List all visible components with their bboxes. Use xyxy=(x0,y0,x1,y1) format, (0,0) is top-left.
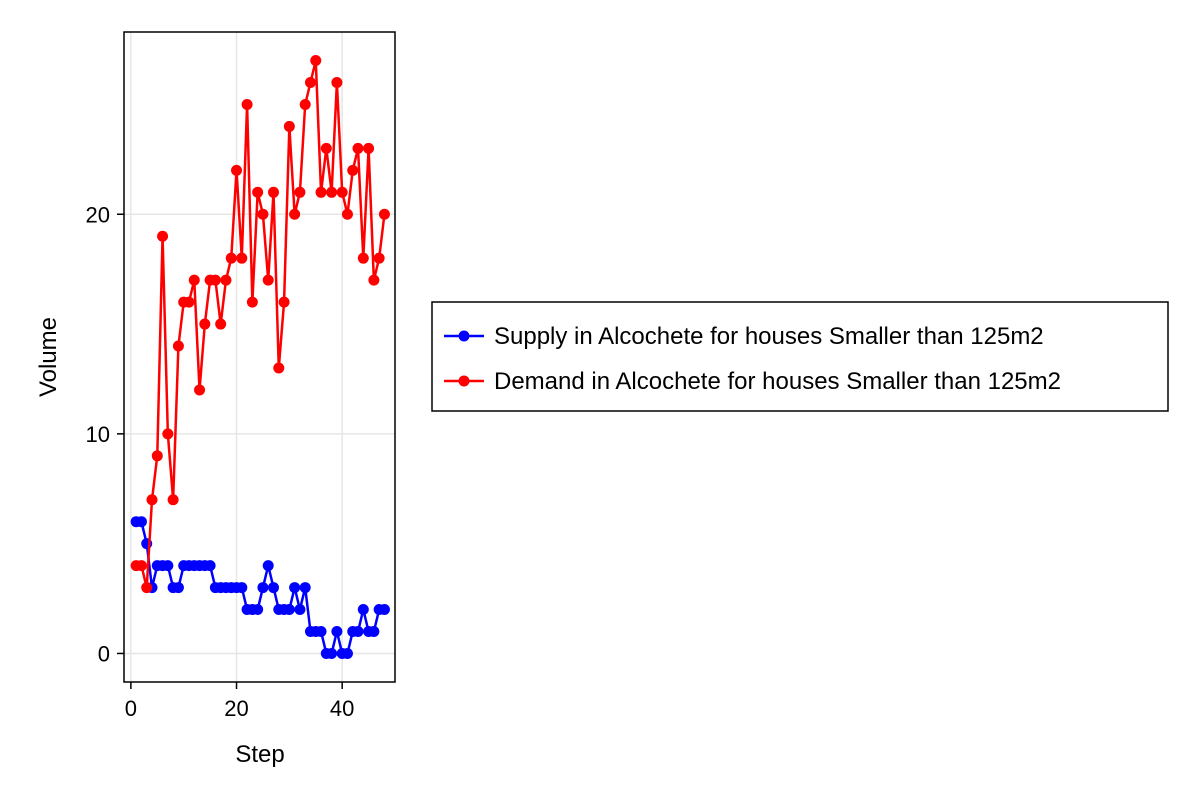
data-point xyxy=(341,647,353,659)
legend-item: Supply in Alcochete for houses Smaller t… xyxy=(444,323,1044,350)
data-point xyxy=(172,582,184,594)
y-tick-label: 0 xyxy=(98,641,110,666)
data-point xyxy=(162,560,174,572)
data-point xyxy=(231,164,243,176)
data-point xyxy=(146,494,158,506)
data-point xyxy=(341,208,353,220)
data-point xyxy=(262,560,274,572)
data-point xyxy=(199,318,211,330)
data-point xyxy=(294,604,306,616)
data-point xyxy=(252,186,264,198)
data-point xyxy=(225,252,237,264)
data-point xyxy=(215,318,227,330)
data-point xyxy=(167,494,179,506)
data-point xyxy=(135,560,147,572)
data-point xyxy=(172,340,184,352)
data-point xyxy=(252,604,264,616)
data-point xyxy=(304,77,316,89)
data-point xyxy=(357,604,369,616)
data-point xyxy=(368,625,380,637)
data-point xyxy=(209,274,221,286)
data-point xyxy=(368,274,380,286)
legend-label: Demand in Alcochete for houses Smaller t… xyxy=(494,368,1061,395)
data-point xyxy=(289,582,301,594)
legend-item: Demand in Alcochete for houses Smaller t… xyxy=(444,368,1061,395)
data-point xyxy=(194,384,206,396)
data-point xyxy=(257,582,269,594)
data-point xyxy=(315,186,327,198)
data-point xyxy=(326,186,338,198)
data-point xyxy=(336,186,348,198)
series-line xyxy=(136,59,386,589)
data-point xyxy=(331,77,343,89)
data-point xyxy=(188,274,200,286)
data-point xyxy=(267,186,279,198)
data-point xyxy=(315,625,327,637)
data-point xyxy=(283,604,295,616)
x-axis-title: Step xyxy=(235,741,284,768)
data-point xyxy=(378,208,390,220)
series-group xyxy=(130,55,390,659)
data-point xyxy=(320,142,332,154)
data-point xyxy=(236,582,248,594)
legend-swatch-marker xyxy=(458,330,470,342)
data-point xyxy=(347,164,359,176)
y-axis-title: Volume xyxy=(35,317,62,397)
data-point xyxy=(278,296,290,308)
data-point xyxy=(151,450,163,462)
axis-ticks: 0 20 40 0 10 20 xyxy=(86,202,355,721)
y-tick-label: 10 xyxy=(86,422,110,447)
data-point xyxy=(241,98,253,110)
series-demand xyxy=(130,55,390,594)
data-point xyxy=(299,582,311,594)
data-point xyxy=(283,120,295,132)
plot-frame xyxy=(123,31,396,683)
legend-box xyxy=(431,301,1169,412)
data-point xyxy=(273,362,285,374)
data-point xyxy=(352,142,364,154)
data-point xyxy=(220,274,232,286)
data-point xyxy=(246,296,258,308)
data-point xyxy=(326,647,338,659)
data-point xyxy=(363,142,375,154)
data-point xyxy=(357,252,369,264)
data-point xyxy=(135,516,147,528)
x-tick-label: 0 xyxy=(125,696,137,721)
data-point xyxy=(236,252,248,264)
data-point xyxy=(331,625,343,637)
data-point xyxy=(257,208,269,220)
data-point xyxy=(294,186,306,198)
data-point xyxy=(183,296,195,308)
data-point xyxy=(262,274,274,286)
y-tick-label: 20 xyxy=(86,202,110,227)
data-point xyxy=(373,252,385,264)
data-point xyxy=(141,582,153,594)
data-point xyxy=(267,582,279,594)
data-point xyxy=(299,98,311,110)
data-point xyxy=(162,428,174,440)
legend-swatch-marker xyxy=(458,375,470,387)
data-point xyxy=(204,560,216,572)
legend-label: Supply in Alcochete for houses Smaller t… xyxy=(494,323,1044,350)
x-tick-label: 20 xyxy=(224,696,248,721)
data-point xyxy=(157,230,169,242)
legend: Supply in Alcochete for houses Smaller t… xyxy=(431,301,1169,412)
data-point xyxy=(352,625,364,637)
series-supply xyxy=(130,516,390,659)
data-point xyxy=(310,55,322,67)
x-tick-label: 40 xyxy=(330,696,354,721)
data-point xyxy=(289,208,301,220)
data-point xyxy=(378,604,390,616)
